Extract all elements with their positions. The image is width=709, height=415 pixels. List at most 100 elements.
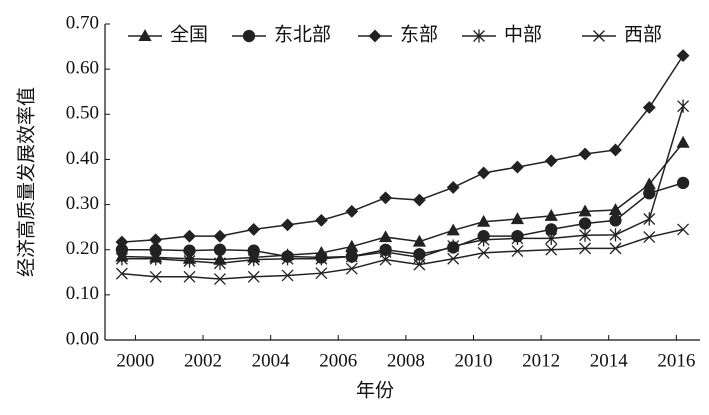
x-tick-label: 2006 (319, 350, 357, 371)
data-point (578, 147, 592, 161)
data-point (345, 262, 358, 275)
data-point (314, 213, 328, 227)
series-line (121, 182, 684, 259)
data-point (579, 228, 592, 242)
data-point (247, 222, 261, 236)
data-point (578, 217, 592, 230)
series-line (121, 142, 684, 261)
y-tick-label: 0.50 (66, 103, 99, 124)
data-point (213, 243, 227, 256)
x-tick-label: 2014 (590, 350, 629, 371)
data-point (578, 204, 592, 217)
data-point (579, 242, 592, 255)
legend-marker (368, 29, 382, 43)
y-tick-label: 0.00 (66, 328, 99, 349)
series-line (121, 105, 684, 265)
data-point (412, 193, 426, 207)
data-point (213, 229, 227, 243)
data-point (609, 228, 622, 242)
data-point (511, 231, 524, 246)
data-point (183, 229, 196, 243)
legend-marker (593, 30, 605, 42)
data-point (183, 254, 196, 268)
data-point (247, 270, 260, 283)
x-tick-label: 2016 (657, 350, 695, 371)
data-point (609, 214, 622, 227)
data-point (247, 253, 260, 267)
legend-label: 中部 (504, 23, 542, 45)
legend-label: 全国 (170, 23, 208, 45)
legend-marker (138, 29, 152, 42)
data-point (609, 143, 622, 157)
y-axis-label: 经济高质量发展效率值 (15, 87, 37, 277)
data-point (315, 252, 328, 266)
y-tick-label: 0.60 (66, 58, 99, 79)
legend-marker (242, 29, 256, 43)
data-point (511, 160, 524, 174)
legend-label: 东部 (400, 23, 438, 45)
data-point (281, 252, 294, 266)
data-point (544, 209, 558, 221)
data-point (213, 273, 226, 286)
data-point (643, 231, 656, 244)
x-tick-label: 2008 (387, 350, 425, 371)
data-point (545, 243, 558, 256)
data-point (677, 99, 690, 113)
data-point (477, 214, 491, 227)
x-tick-label: 2004 (252, 350, 291, 371)
data-point (281, 269, 294, 282)
data-point (149, 233, 163, 247)
data-point (677, 223, 690, 236)
data-point (281, 218, 294, 232)
x-tick-label: 2002 (184, 350, 222, 371)
y-tick-label: 0.20 (66, 238, 99, 259)
data-point (676, 135, 690, 148)
data-point (149, 252, 162, 266)
data-point (213, 256, 226, 270)
data-point (149, 270, 162, 283)
data-point (642, 101, 656, 114)
data-point (511, 245, 524, 258)
data-point (609, 242, 622, 255)
data-point (643, 212, 656, 226)
data-point (379, 191, 393, 205)
data-point (510, 212, 525, 225)
data-point (477, 246, 490, 259)
data-point (544, 154, 558, 168)
y-tick-label: 0.40 (66, 148, 99, 169)
x-tick-label: 2010 (454, 350, 492, 371)
y-tick-label: 0.10 (66, 283, 99, 304)
data-point (183, 270, 196, 283)
x-tick-label: 2000 (116, 350, 154, 371)
data-point (676, 49, 690, 63)
data-point (477, 166, 491, 180)
legend-label: 西部 (624, 23, 662, 45)
data-point (315, 267, 328, 280)
data-point (345, 249, 358, 264)
data-point (477, 233, 490, 247)
x-axis-label: 年份 (356, 379, 394, 401)
data-point (345, 204, 359, 218)
x-tick-label: 2012 (522, 350, 560, 371)
data-point (447, 239, 460, 253)
data-point (378, 230, 393, 243)
data-point (413, 258, 426, 271)
data-point (115, 252, 128, 266)
data-point (379, 253, 392, 266)
legend-marker (473, 29, 485, 43)
y-tick-label: 0.70 (66, 12, 99, 33)
data-point (115, 235, 129, 249)
series-line (121, 228, 684, 280)
data-point (643, 187, 656, 200)
y-tick-label: 0.30 (66, 193, 99, 214)
data-point (446, 223, 460, 236)
data-point (446, 180, 460, 194)
data-point (412, 234, 427, 247)
data-point (447, 252, 460, 265)
series-line (121, 55, 684, 243)
data-point (676, 176, 690, 190)
data-point (545, 231, 558, 246)
data-point (115, 267, 128, 280)
legend-label: 东北部 (274, 23, 331, 45)
